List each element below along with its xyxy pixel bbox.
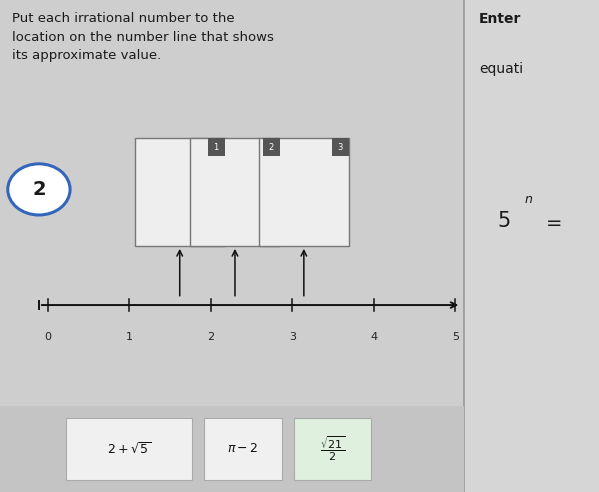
Text: 2: 2 (32, 180, 46, 199)
Text: $=$: $=$ (542, 212, 562, 231)
Text: 2: 2 (269, 143, 274, 152)
Text: $n$: $n$ (524, 193, 533, 206)
Text: 4: 4 (370, 332, 377, 342)
Text: 1: 1 (126, 332, 133, 342)
Bar (0, 406, 464, 492)
Text: $\dfrac{\sqrt{21}}{2}$: $\dfrac{\sqrt{21}}{2}$ (320, 435, 345, 463)
Bar (464, 0, 599, 492)
Circle shape (8, 164, 70, 215)
Bar (294, 418, 371, 480)
Bar (135, 138, 225, 246)
Bar (66, 418, 192, 480)
Text: 1: 1 (213, 143, 219, 152)
Text: 3: 3 (338, 143, 343, 152)
Bar (0, 0, 464, 492)
Bar (259, 138, 349, 246)
Text: $\pi-2$: $\pi-2$ (227, 442, 258, 456)
Text: equati: equati (479, 62, 524, 75)
Bar (190, 138, 280, 246)
Bar (332, 138, 349, 156)
Text: Put each irrational number to the
location on the number line that shows
its app: Put each irrational number to the locati… (12, 12, 274, 62)
Text: 0: 0 (44, 332, 52, 342)
Text: $5$: $5$ (497, 212, 510, 231)
Text: 5: 5 (452, 332, 459, 342)
Text: 3: 3 (289, 332, 296, 342)
Bar (208, 138, 225, 156)
Bar (204, 418, 282, 480)
Text: Enter: Enter (479, 12, 522, 26)
Text: $2+\sqrt{5}$: $2+\sqrt{5}$ (107, 441, 151, 457)
Bar (263, 138, 280, 156)
Text: 2: 2 (207, 332, 214, 342)
